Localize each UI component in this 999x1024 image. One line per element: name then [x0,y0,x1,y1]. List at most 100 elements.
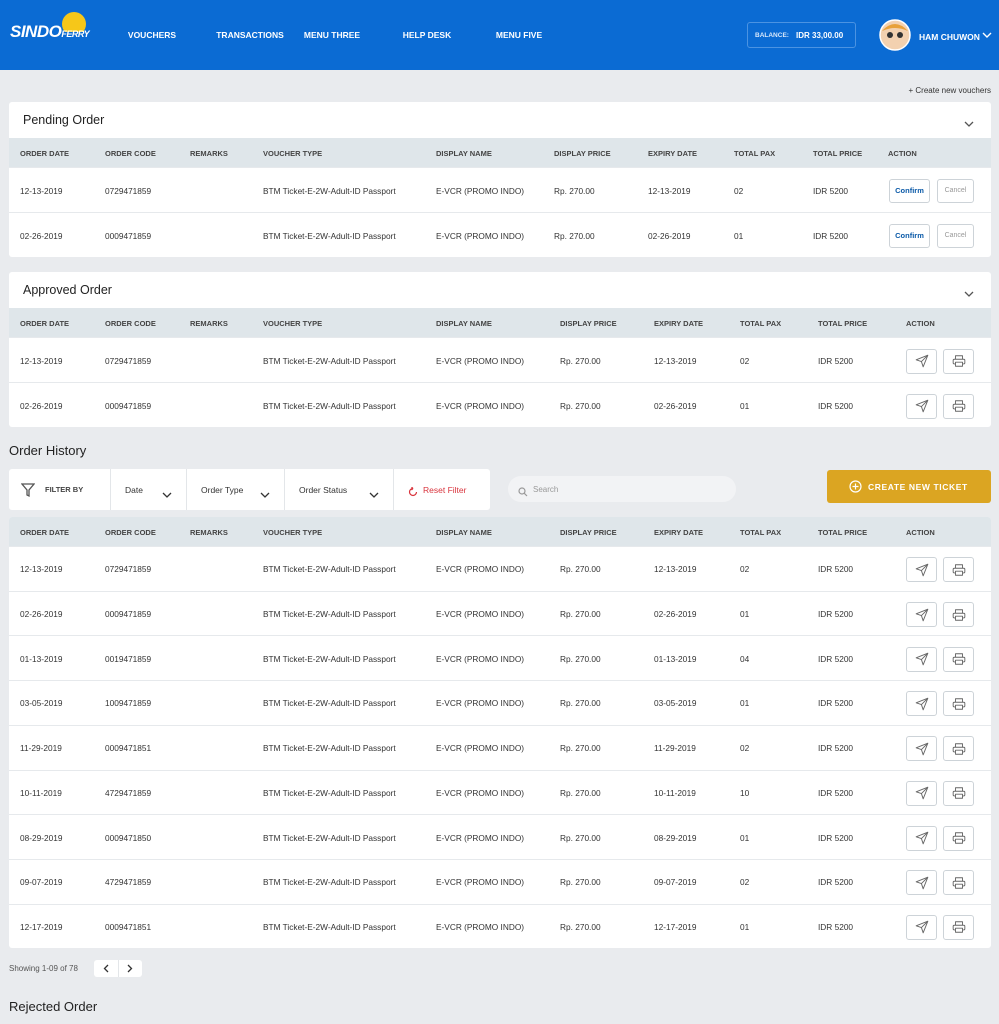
send-icon [915,831,928,845]
confirm-button[interactable]: Confirm [889,178,930,203]
print-button[interactable] [943,914,974,940]
table-cell: Rp. 270.00 [560,564,601,575]
send-button[interactable] [906,602,937,628]
user-name[interactable]: HAM CHUWON [919,32,980,42]
table-cell: E-VCR (PROMO INDO) [436,564,525,575]
logo[interactable]: SINDOFERRY [10,12,90,42]
menu-item[interactable]: HELP DESK [402,30,452,40]
table-cell: Rp. 270.00 [560,653,601,664]
print-icon [952,653,965,665]
search-icon [518,484,528,502]
table-header: ORDER DATE ORDER CODE REMARKS VOUCHER TYPE D… [9,517,991,546]
table-cell: BTM Ticket-E-2W-Adult-ID Passport [263,787,396,798]
filter-icon [20,482,36,503]
user-chevron[interactable] [982,32,992,39]
table-cell: 08-29-2019 [654,832,697,843]
send-button[interactable] [906,557,937,583]
table-cell: 01 [734,230,744,241]
table-cell: Rp. 270.00 [560,743,601,754]
create-ticket-button[interactable]: CREATE NEW TICKET [827,470,991,503]
column-header: ORDER CODE [105,319,156,328]
print-button[interactable] [943,780,974,806]
print-button[interactable] [943,602,974,628]
prev-page[interactable] [94,960,119,977]
create-vouchers-link[interactable]: + Create new vouchers [908,86,992,95]
table-cell: E-VCR (PROMO INDO) [436,400,525,411]
dropdown-chevron [162,486,172,504]
print-button[interactable] [943,691,974,717]
table-cell: 12-13-2019 [654,564,697,575]
column-header: REMARKS [190,319,228,328]
table-cell: 08-29-2019 [20,832,63,843]
avatar[interactable] [879,19,911,51]
print-icon [952,832,965,844]
print-icon [952,564,965,576]
table-cell: Rp. 270.00 [560,832,601,843]
balance-box: BALANCE: IDR 33,00.00 [747,22,856,48]
table-cell: E-VCR (PROMO INDO) [436,653,525,664]
right-arrow-icon [127,964,133,973]
table-cell: 0019471859 [105,653,152,664]
next-page[interactable] [119,960,143,977]
confirm-button[interactable]: Confirm [889,223,930,248]
send-button[interactable] [906,393,937,419]
table-cell: E-VCR (PROMO INDO) [436,355,525,366]
send-button[interactable] [906,914,937,940]
table-cell: 0009471851 [105,743,152,754]
table-cell: 4729471859 [105,877,152,888]
menu-item[interactable]: TRANSACTIONS [216,30,284,40]
print-icon [952,698,965,710]
table-cell: BTM Ticket-E-2W-Adult-ID Passport [263,609,396,620]
table-cell: BTM Ticket-E-2W-Adult-ID Passport [263,185,396,196]
collapse-toggle[interactable] [964,115,974,133]
table-cell: 10-11-2019 [20,787,62,798]
print-button[interactable] [943,557,974,583]
print-icon [952,742,965,755]
print-button[interactable] [943,348,974,374]
filter-dropdown[interactable]: Date [110,469,187,510]
menu-item[interactable]: MENU FIVE [495,30,543,40]
table-cell: 02 [740,877,750,888]
send-icon [915,876,928,890]
reset-icon [408,486,418,497]
send-button[interactable] [906,736,937,762]
table-row: 08-29-2019 0009471850 BTM Ticket-E-2W-Adul… [9,814,991,860]
send-button[interactable] [906,691,937,717]
send-button[interactable] [906,646,937,672]
table-cell: E-VCR (PROMO INDO) [436,698,525,709]
print-button[interactable] [943,825,974,851]
send-button[interactable] [906,348,937,374]
table-cell: 04 [740,653,750,664]
table-cell: 0729471859 [105,355,152,366]
table-cell: Rp. 270.00 [560,355,601,366]
table-cell: 02-26-2019 [648,230,691,241]
table-cell: 0009471850 [105,832,152,843]
collapse-toggle[interactable] [964,285,974,303]
menu-item[interactable]: VOUCHERS [127,30,177,40]
table-cell: 03-05-2019 [20,698,63,709]
send-button[interactable] [906,870,937,896]
cancel-button[interactable]: Cancel [937,178,974,203]
print-button[interactable] [943,870,974,896]
filter-dropdown[interactable]: Order Status [284,469,394,510]
section-title: Rejected Order [9,999,98,1014]
send-button[interactable] [906,825,937,851]
print-button[interactable] [943,646,974,672]
table-cell: 0009471859 [105,400,152,411]
reset-label: Reset Filter [423,485,467,495]
search-input[interactable]: Search [508,476,736,502]
send-icon [915,697,928,711]
reset-icon [408,484,418,502]
send-button[interactable] [906,780,937,806]
table-cell: IDR 5200 [818,564,854,575]
column-header: REMARKS [190,528,228,537]
print-button[interactable] [943,393,974,419]
print-button[interactable] [943,736,974,762]
menu-item[interactable]: MENU THREE [303,30,361,40]
table-row: 02-26-2019 0009471859 BTM Ticket-E-2W-Adul… [9,212,991,257]
filter-dropdown[interactable]: Order Type [186,469,285,510]
table-cell: 0009471859 [105,230,152,241]
cancel-button[interactable]: Cancel [937,223,974,248]
table-cell: Rp. 270.00 [560,698,601,709]
reset-filter[interactable]: Reset Filter [393,469,491,510]
